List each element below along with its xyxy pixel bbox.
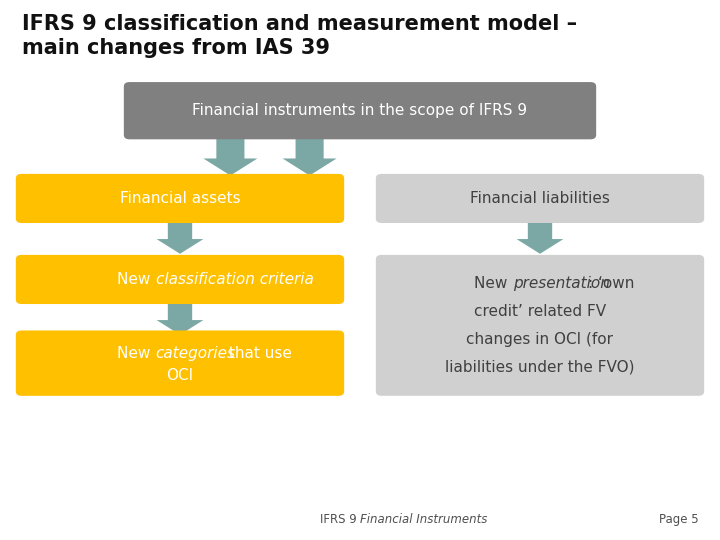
Polygon shape	[204, 135, 258, 176]
Text: IFRS 9: IFRS 9	[320, 513, 360, 526]
Text: Financial Instruments: Financial Instruments	[360, 513, 487, 526]
Text: Financial liabilities: Financial liabilities	[470, 191, 610, 206]
Text: liabilities under the FVO): liabilities under the FVO)	[445, 360, 635, 375]
Polygon shape	[157, 219, 203, 254]
Text: IFRS 9 classification and measurement model –
main changes from IAS 39: IFRS 9 classification and measurement mo…	[22, 14, 577, 57]
FancyBboxPatch shape	[376, 174, 704, 223]
Text: credit’ related FV: credit’ related FV	[474, 304, 606, 319]
FancyBboxPatch shape	[124, 82, 596, 139]
Polygon shape	[157, 300, 203, 335]
Text: Financial assets: Financial assets	[120, 191, 240, 206]
Text: categories: categories	[156, 346, 235, 361]
Text: OCI: OCI	[166, 368, 194, 382]
FancyBboxPatch shape	[16, 330, 344, 396]
Text: New: New	[117, 346, 156, 361]
Text: that use: that use	[224, 346, 292, 361]
Text: presentation: presentation	[513, 276, 610, 291]
Text: Page 5: Page 5	[659, 513, 698, 526]
Text: New: New	[474, 276, 513, 291]
FancyBboxPatch shape	[16, 174, 344, 223]
FancyBboxPatch shape	[376, 255, 704, 396]
FancyBboxPatch shape	[16, 255, 344, 304]
Text: : ‘own: : ‘own	[588, 276, 634, 291]
Polygon shape	[283, 135, 336, 176]
Polygon shape	[517, 219, 563, 254]
Text: classification criteria: classification criteria	[156, 272, 313, 287]
Text: changes in OCI (for: changes in OCI (for	[467, 332, 613, 347]
Text: Financial instruments in the scope of IFRS 9: Financial instruments in the scope of IF…	[192, 103, 528, 118]
Text: New: New	[117, 272, 156, 287]
